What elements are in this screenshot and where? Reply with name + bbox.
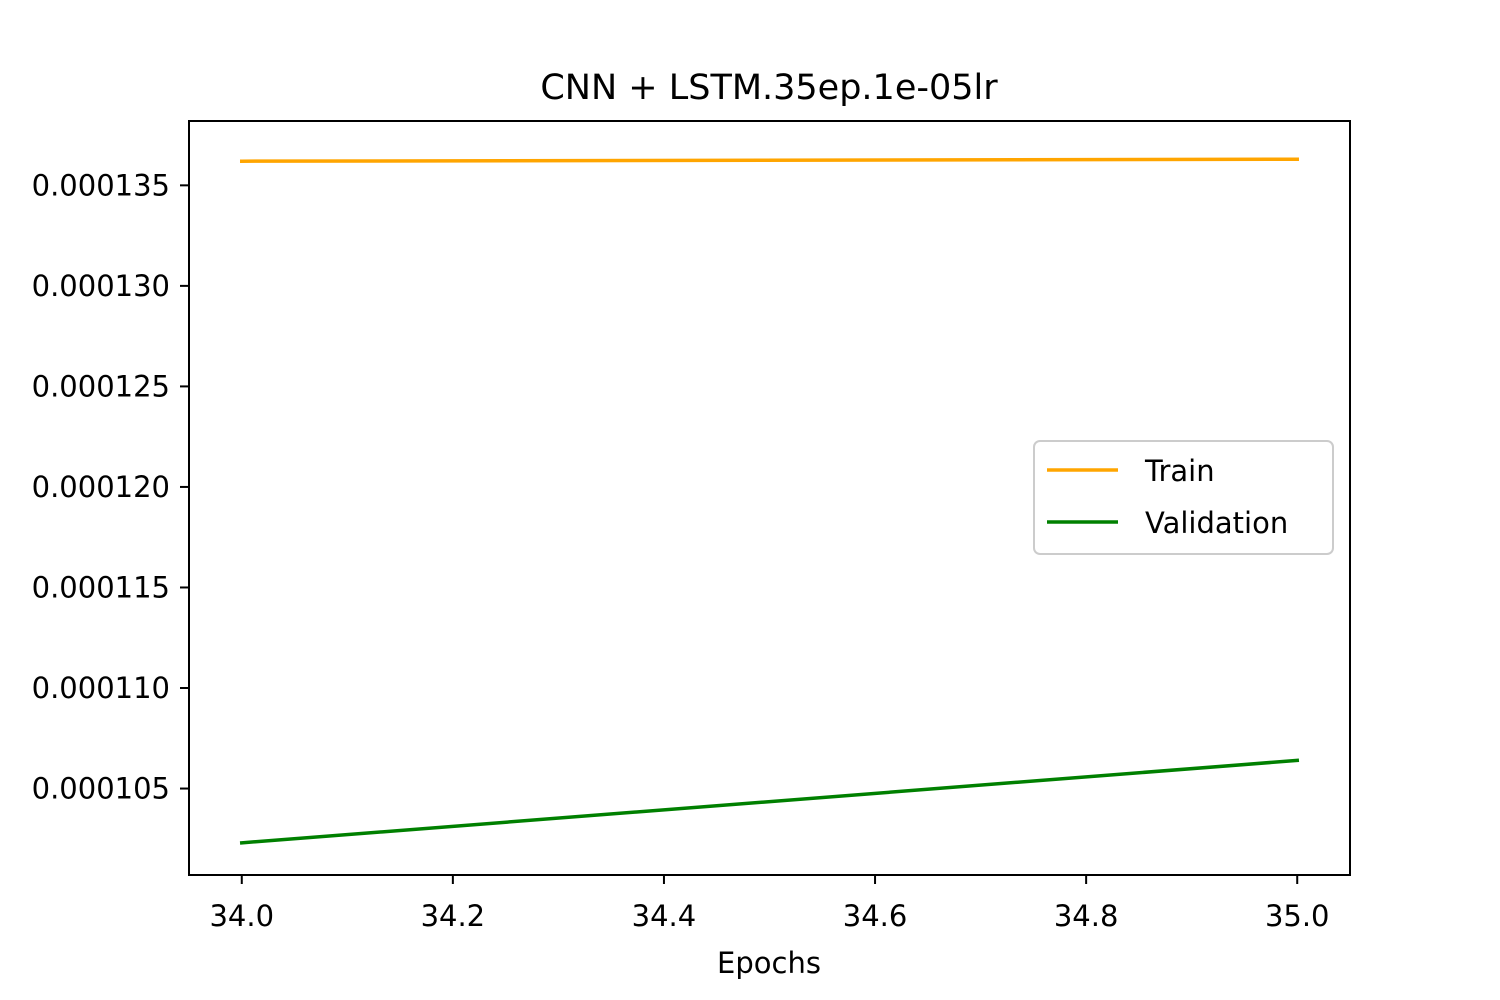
legend: Train Validation xyxy=(1033,440,1334,555)
series-line-validation xyxy=(239,758,1300,845)
x-axis-label: Epochs xyxy=(717,946,821,980)
chart-title: CNN + LSTM.35ep.1e-05lr xyxy=(540,68,998,108)
x-tick-label: 34.2 xyxy=(421,899,486,933)
y-tick-label: 0.000125 xyxy=(32,369,170,403)
legend-label-train: Train xyxy=(1144,454,1215,488)
axes-frame xyxy=(188,120,1351,876)
x-tick-label: 35.0 xyxy=(1265,899,1330,933)
y-tick-label: 0.000105 xyxy=(32,772,170,806)
x-tick-label: 34.4 xyxy=(632,899,697,933)
x-tick-label: 34.0 xyxy=(209,899,274,933)
legend-label-validation: Validation xyxy=(1145,506,1288,540)
series-line-train xyxy=(240,157,1299,163)
y-tick-label: 0.000135 xyxy=(32,168,170,202)
y-tick-label: 0.000130 xyxy=(32,269,170,303)
y-tick-label: 0.000110 xyxy=(32,671,170,705)
series-layer xyxy=(239,157,1300,845)
y-tick-label: 0.000120 xyxy=(32,470,170,504)
x-tick-label: 34.8 xyxy=(1054,899,1119,933)
y-tick-label: 0.000115 xyxy=(32,570,170,604)
x-tick-label: 34.6 xyxy=(843,899,908,933)
x-axis: 34.0 34.2 34.4 34.6 34.8 35.0 xyxy=(209,875,1330,933)
y-axis: 0.000105 0.000110 0.000115 0.000120 0.000125… xyxy=(32,168,189,806)
